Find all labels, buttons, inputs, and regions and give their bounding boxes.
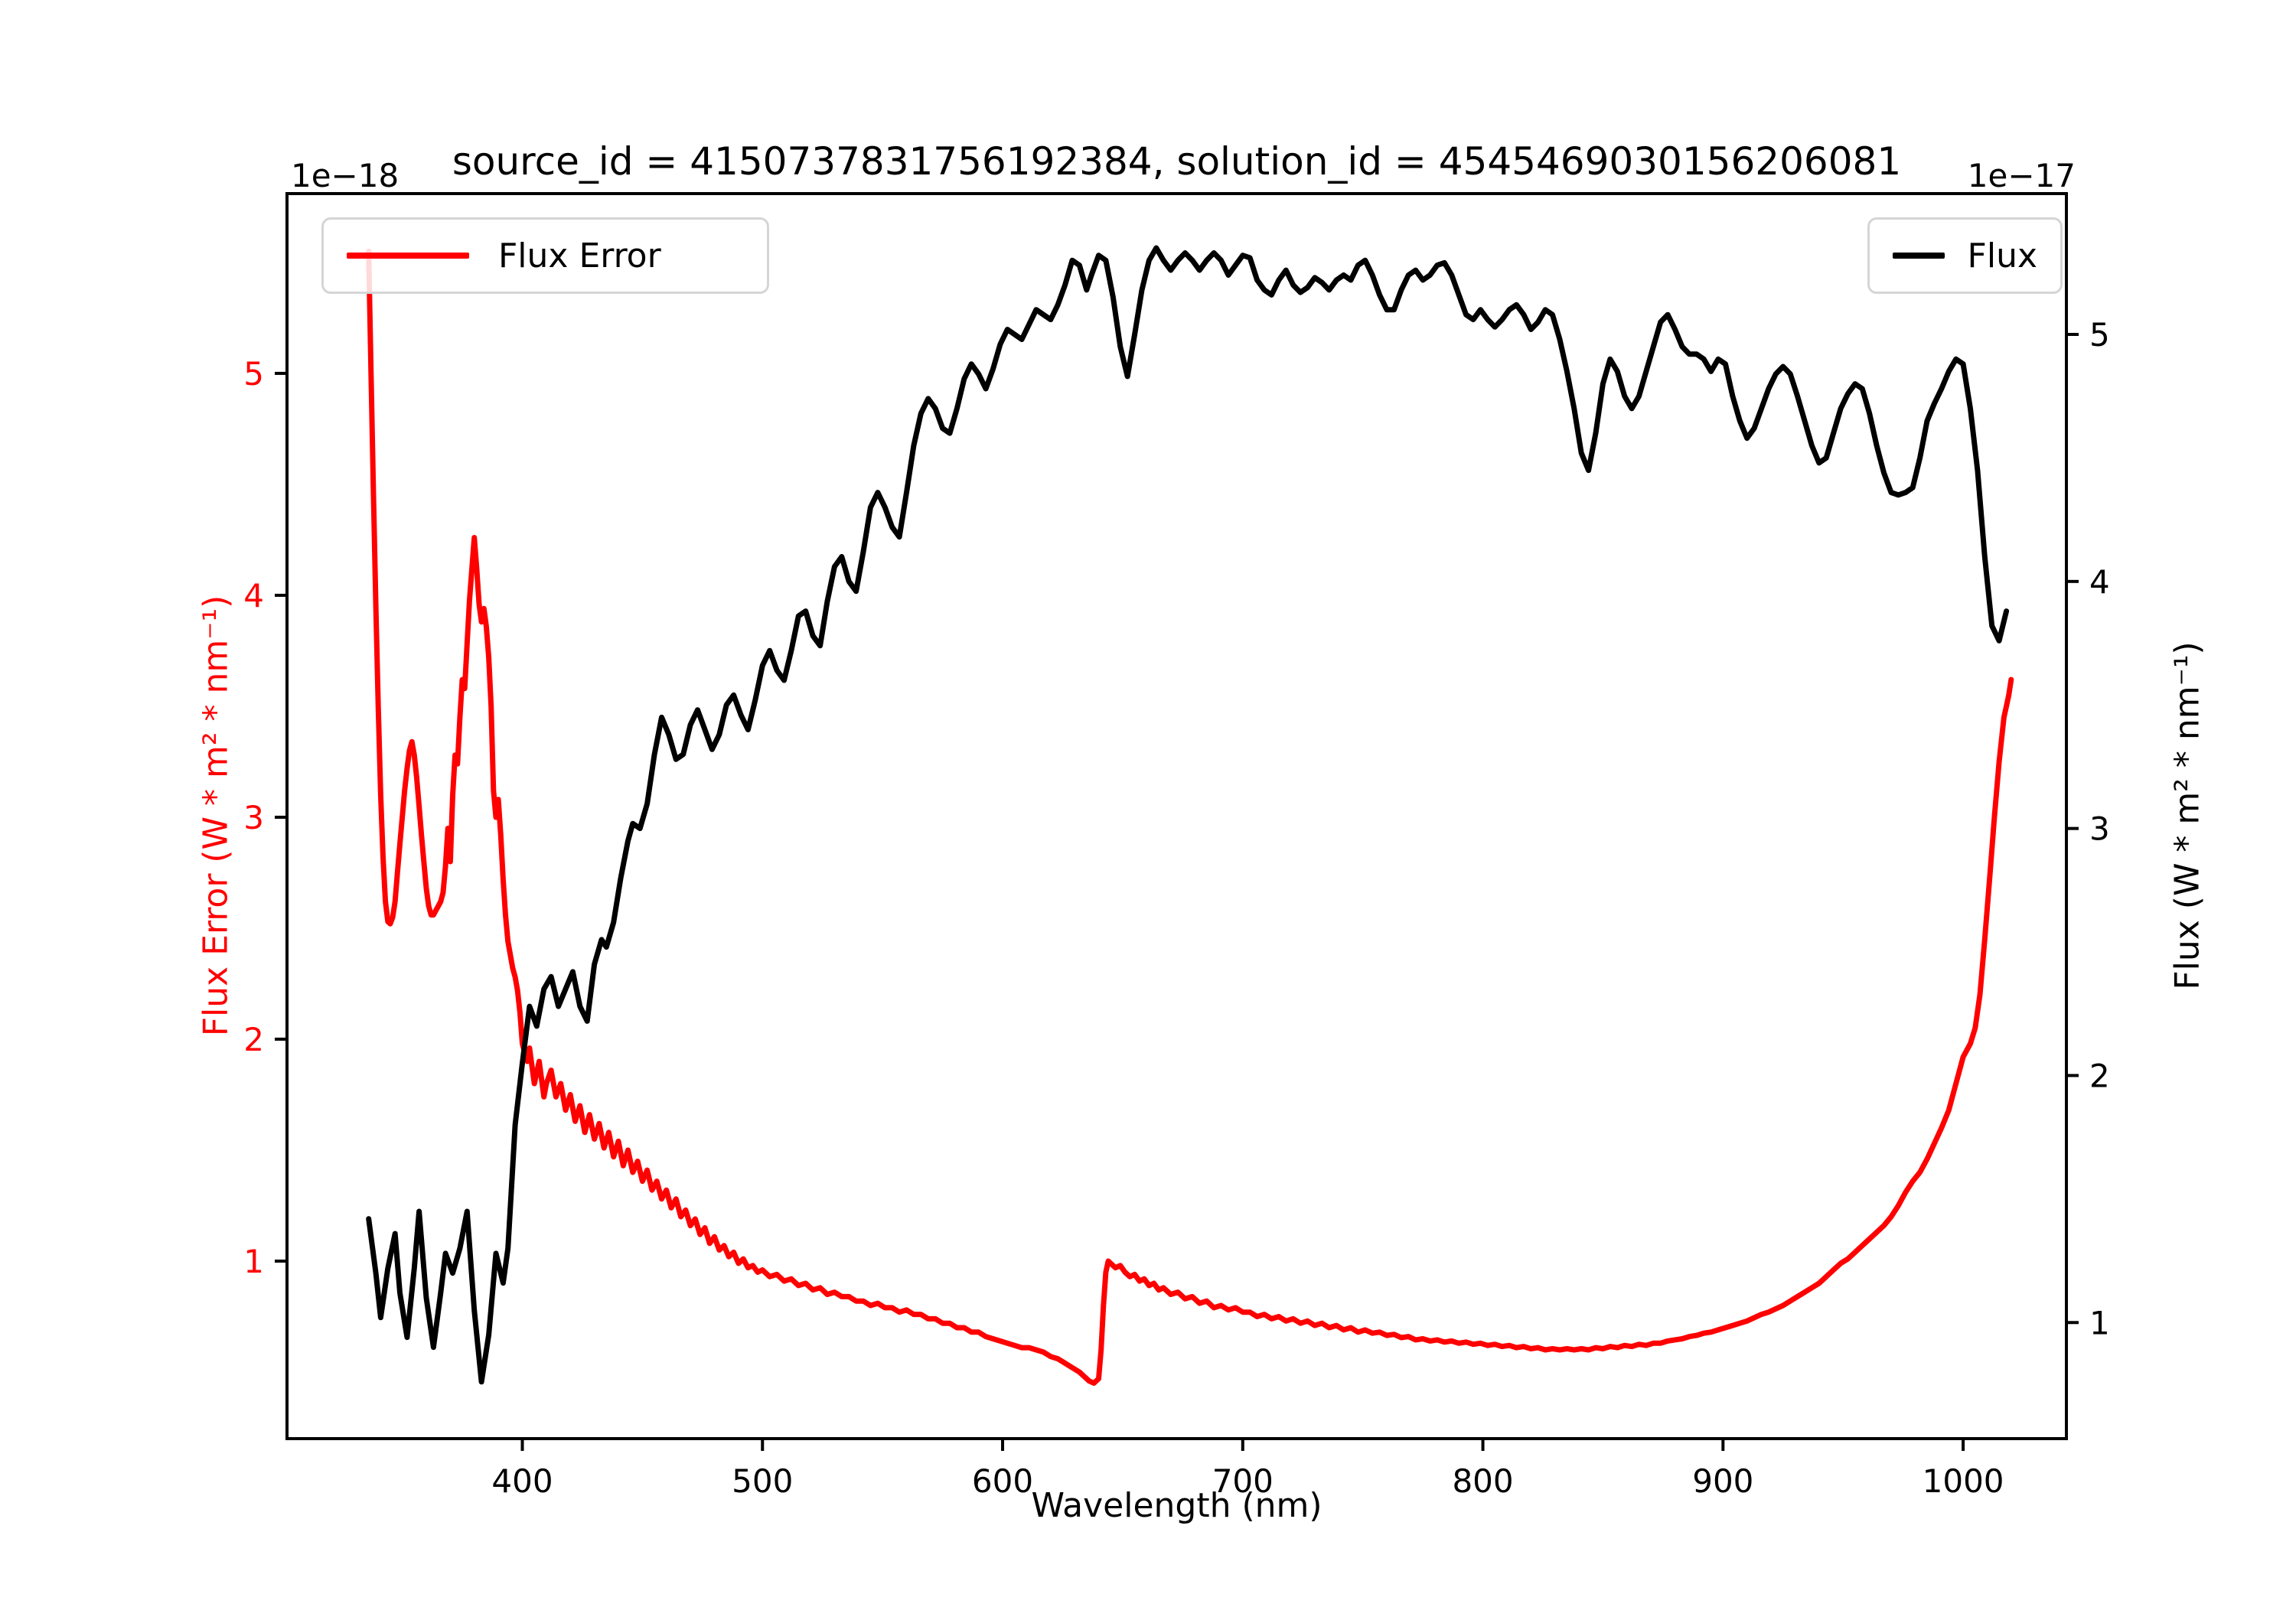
x-tick-label: 1000 [1923, 1462, 2004, 1500]
legend-flux: Flux [1867, 217, 2063, 294]
left-y-axis-label: Flux Error (W * m² * nm⁻¹) [196, 595, 236, 1037]
x-tick-label: 500 [732, 1462, 793, 1500]
x-axis-label: Wavelength (nm) [1031, 1486, 1322, 1525]
x-tick-label: 700 [1212, 1462, 1274, 1500]
plot-title: source_id = 4150737831756192384, solutio… [452, 139, 1902, 184]
right-y-tick-label: 5 [2089, 316, 2110, 354]
flux-legend-label: Flux [1967, 236, 2037, 275]
left-y-tick-label: 5 [243, 355, 264, 393]
left-y-tick-label: 3 [243, 799, 264, 836]
x-tick-label: 900 [1692, 1462, 1753, 1500]
series-line-flux [366, 245, 2010, 1385]
legend-flux-error: Flux Error [321, 217, 769, 294]
flux-error-legend-label: Flux Error [498, 236, 661, 275]
series-line-flux-error [366, 248, 2014, 1386]
right-y-tick-label: 2 [2089, 1057, 2110, 1094]
x-tick-label: 400 [491, 1462, 553, 1500]
left-y-tick-label: 4 [243, 577, 264, 614]
right-axis-offset-text: 1e−17 [1967, 157, 2076, 194]
right-y-axis-label: Flux (W * m² * nm⁻¹) [2167, 641, 2207, 990]
right-y-tick-label: 1 [2089, 1304, 2110, 1341]
axes-spines [285, 192, 2068, 1440]
flux-error-legend-line-icon [347, 253, 469, 259]
x-tick-label: 800 [1452, 1462, 1513, 1500]
right-y-tick-label: 4 [2089, 563, 2110, 601]
left-axis-offset-text: 1e−18 [291, 157, 400, 194]
left-y-tick-label: 1 [243, 1243, 264, 1280]
right-y-tick-label: 3 [2089, 810, 2110, 848]
flux-legend-line-icon [1893, 253, 1945, 259]
x-tick-label: 600 [972, 1462, 1033, 1500]
left-y-tick-label: 2 [243, 1021, 264, 1058]
